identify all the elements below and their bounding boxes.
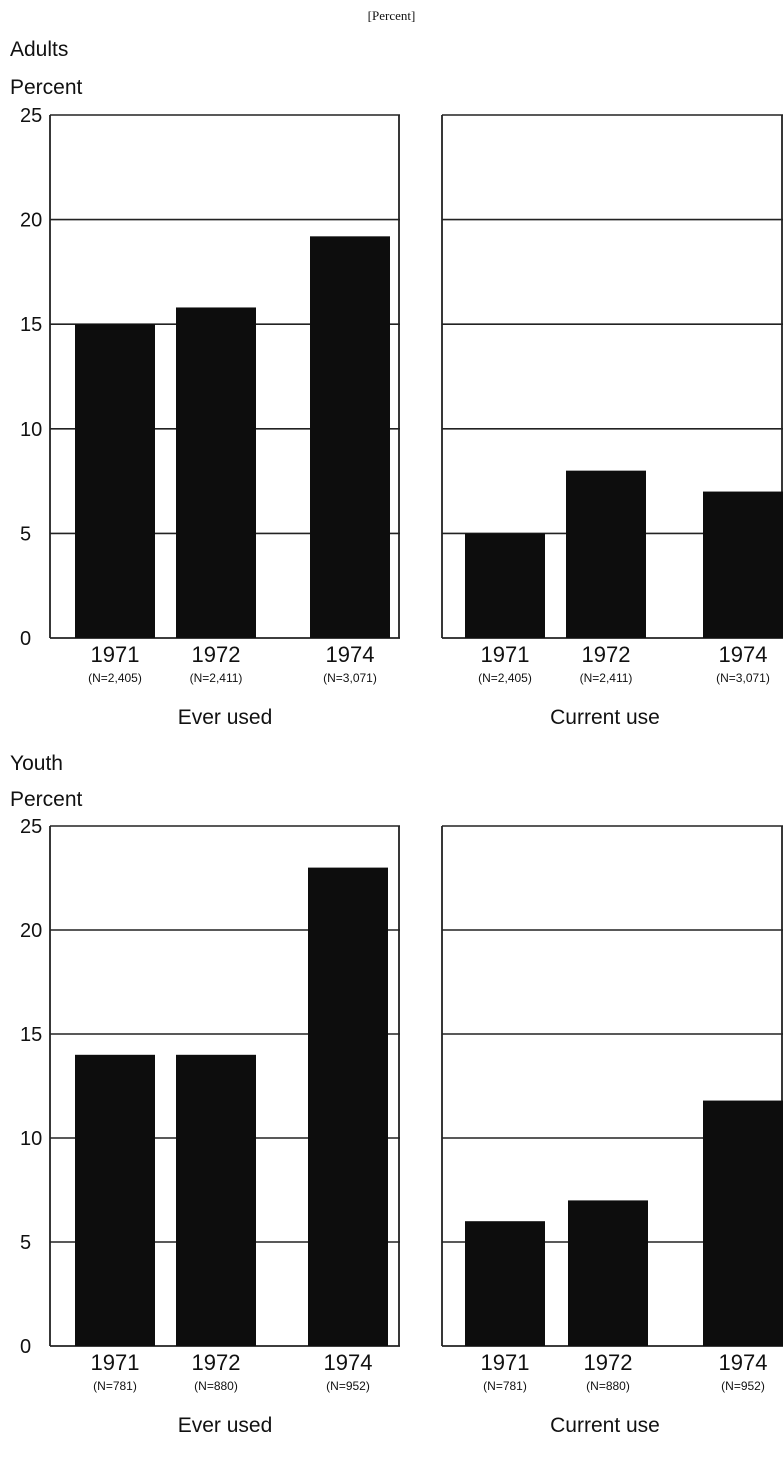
panel-2-x-tick-label-1972: 1972 (582, 642, 631, 667)
panel-1-x-tick-label-1972: 1972 (192, 642, 241, 667)
panel-3-y-tick-label-10: 10 (20, 1128, 42, 1150)
panel-2-bar-1972 (566, 470, 646, 638)
panel-4-sample-size-1974: (N=952) (721, 1379, 765, 1393)
panel-3-sample-size-1971: (N=781) (93, 1379, 137, 1393)
group-label-youth: Youth (10, 752, 63, 775)
panel-1-bar-1971 (75, 324, 155, 638)
panel-4-sample-size-1971: (N=781) (483, 1379, 527, 1393)
panel-1-bar-1972 (176, 307, 256, 638)
panel-1-x-tick-label-1971: 1971 (91, 642, 140, 667)
header-note: [Percent] (367, 8, 416, 23)
panel-2-sample-size-1974: (N=3,071) (716, 671, 770, 685)
panel-1-y-tick-label-20: 20 (20, 210, 42, 232)
panel-2-x-tick-label-1974: 1974 (719, 642, 768, 667)
panel-2-x-tick-label-1971: 1971 (481, 642, 530, 667)
panel-4-x-tick-label-1972: 1972 (584, 1350, 633, 1375)
panel-4-bar-1971 (465, 1221, 545, 1346)
panel-1-y-tick-label-5: 5 (20, 523, 31, 545)
panel-2-sample-size-1972: (N=2,411) (580, 671, 633, 685)
panel-3-y-tick-label-20: 20 (20, 920, 42, 942)
panel-1-sample-size-1971: (N=2,405) (88, 671, 142, 685)
panel-3-y-tick-label-15: 15 (20, 1024, 42, 1046)
group-label-adults: Adults (10, 38, 69, 61)
panel-1-y-tick-label-0: 0 (20, 628, 31, 650)
panel-3-sample-size-1972: (N=880) (194, 1379, 238, 1393)
panel-4-title: Current use (550, 1414, 660, 1437)
panel-3-y-tick-label-0: 0 (20, 1336, 31, 1358)
panel-3-y-tick-label-5: 5 (20, 1232, 31, 1254)
panel-3-bar-1974 (308, 867, 388, 1346)
panel-3-title: Ever used (178, 1414, 273, 1437)
panel-2-bar-1971 (465, 533, 545, 638)
panel-3-bar-1971 (75, 1054, 155, 1346)
y-axis-title-youth: Percent (10, 788, 83, 811)
panel-4-bar-1972 (568, 1200, 648, 1346)
panel-1-sample-size-1974: (N=3,071) (323, 671, 377, 685)
panel-1-y-tick-label-15: 15 (20, 314, 42, 336)
panel-3-x-tick-label-1974: 1974 (324, 1350, 373, 1375)
panel-2-title: Current use (550, 706, 660, 729)
panel-4-x-tick-label-1971: 1971 (481, 1350, 530, 1375)
panel-1-bar-1974 (310, 236, 390, 638)
panel-3-x-tick-label-1972: 1972 (192, 1350, 241, 1375)
panel-1-title: Ever used (178, 706, 273, 729)
y-axis-title-adults: Percent (10, 76, 83, 99)
panel-4-bar-1974 (703, 1100, 783, 1346)
panel-3-y-tick-label-25: 25 (20, 816, 42, 838)
panel-1-x-tick-label-1974: 1974 (326, 642, 375, 667)
panel-2-sample-size-1971: (N=2,405) (478, 671, 532, 685)
panel-4-x-tick-label-1974: 1974 (719, 1350, 768, 1375)
panel-3-sample-size-1974: (N=952) (326, 1379, 370, 1393)
panel-1-sample-size-1972: (N=2,411) (190, 671, 243, 685)
panel-1-y-tick-label-25: 25 (20, 105, 42, 127)
panel-3-x-tick-label-1971: 1971 (91, 1350, 140, 1375)
panel-1-y-tick-label-10: 10 (20, 419, 42, 441)
panel-4-sample-size-1972: (N=880) (586, 1379, 630, 1393)
panel-3-bar-1972 (176, 1054, 256, 1346)
panel-2-bar-1974 (703, 491, 783, 638)
